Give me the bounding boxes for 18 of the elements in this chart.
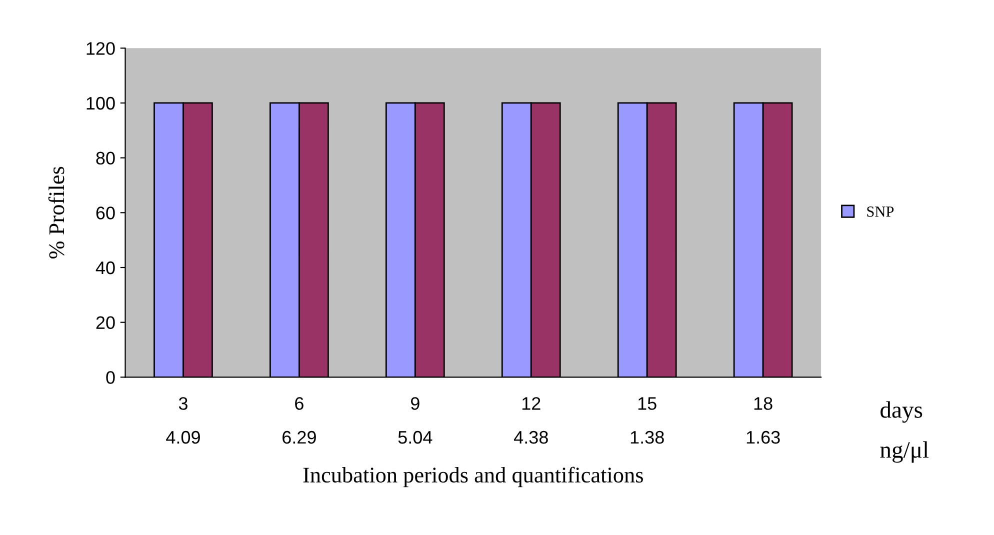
x-tick-label: 3 4.09 <box>166 397 200 444</box>
y-tick-label: 0 <box>106 371 115 384</box>
y-tick-label: 80 <box>96 152 115 165</box>
x-tick-label: 12 4.38 <box>514 397 548 444</box>
x-tick-label: 18 1.63 <box>746 397 780 444</box>
x-tick-label: 9 5.04 <box>398 397 432 444</box>
text: ng/μl <box>880 441 929 463</box>
y-tick-label: 120 <box>86 42 115 55</box>
x-tick-label: 15 1.38 <box>630 397 664 444</box>
y-tick-label: 100 <box>86 96 115 110</box>
x-tick-label: 6 6.29 <box>282 397 316 444</box>
y-tick-label: 60 <box>96 206 115 220</box>
text: days <box>880 401 922 423</box>
y-tick-label: 20 <box>96 316 115 330</box>
legend-label: SNP <box>867 206 894 217</box>
y-axis-title: % Profiles <box>48 166 64 258</box>
y-tick-label: 40 <box>96 261 115 274</box>
x-axis-title: Incubation periods and quantifications <box>303 466 643 488</box>
